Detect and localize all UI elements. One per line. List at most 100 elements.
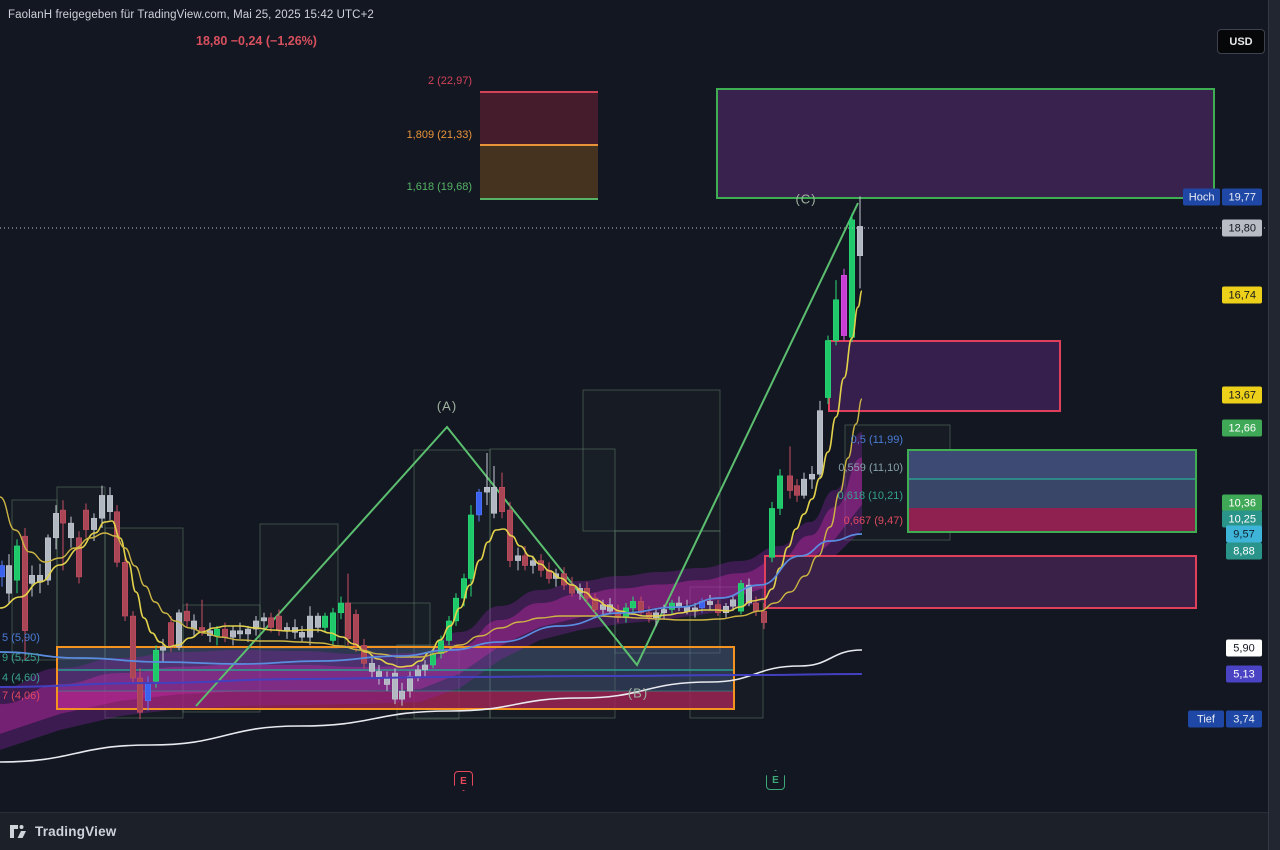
price-axis-label: 5,13 bbox=[1226, 665, 1262, 683]
symbol-quote: 18,80 −0,24 (−1,26%) bbox=[196, 34, 317, 48]
candlestick bbox=[338, 602, 344, 614]
candlestick bbox=[29, 575, 35, 584]
candlestick bbox=[422, 664, 428, 671]
candlestick bbox=[715, 604, 721, 614]
price-axis-label-value: 5,13 bbox=[1226, 665, 1262, 683]
candlestick bbox=[45, 537, 51, 581]
candlestick bbox=[592, 597, 598, 610]
target-box-top[interactable] bbox=[716, 88, 1215, 199]
candlestick bbox=[794, 485, 800, 496]
candlestick bbox=[68, 522, 74, 539]
price-axis-label-value: 10,25 bbox=[1222, 510, 1262, 528]
candlestick bbox=[91, 517, 97, 530]
candlestick bbox=[833, 299, 839, 341]
price-axis-label-value: 5,90 bbox=[1226, 639, 1262, 657]
price-axis-label-prefix: Hoch bbox=[1182, 188, 1221, 206]
htf-candle-box bbox=[614, 530, 721, 654]
candlestick bbox=[761, 610, 767, 623]
candlestick bbox=[723, 606, 729, 614]
candlestick bbox=[176, 612, 182, 648]
candlestick bbox=[809, 473, 815, 480]
tradingview-logo[interactable]: TradingView bbox=[10, 824, 116, 839]
candlestick bbox=[476, 491, 482, 516]
candlestick bbox=[817, 410, 823, 475]
candlestick bbox=[361, 645, 367, 664]
candlestick bbox=[630, 601, 636, 609]
candlestick bbox=[14, 545, 20, 581]
candlestick bbox=[841, 275, 847, 336]
elliott-wave-zigzag[interactable] bbox=[195, 202, 859, 707]
candlestick bbox=[261, 617, 267, 622]
candlestick bbox=[746, 584, 752, 604]
price-axis-label: 10,36 bbox=[1222, 494, 1262, 512]
candlestick bbox=[184, 610, 190, 622]
ma-blue bbox=[0, 533, 863, 665]
price-axis-label-value: 16,74 bbox=[1222, 286, 1262, 304]
candlestick bbox=[268, 617, 274, 628]
price-axis-label: 8,88 bbox=[1226, 542, 1262, 560]
fib-extension-box[interactable] bbox=[480, 92, 598, 145]
candlestick bbox=[307, 615, 313, 638]
candlestick bbox=[484, 486, 490, 493]
price-axis-label: 9,57 bbox=[1226, 525, 1262, 543]
price-axis-label: 12,66 bbox=[1222, 419, 1262, 437]
ema-fast-yellow bbox=[0, 290, 863, 668]
price-axis-label-value: 10,36 bbox=[1222, 494, 1262, 512]
candlestick bbox=[530, 560, 536, 566]
htf-candle-box bbox=[489, 448, 616, 719]
price-axis-label-value: 9,57 bbox=[1226, 525, 1262, 543]
candlestick bbox=[769, 508, 775, 558]
tradingview-logo-text: TradingView bbox=[35, 824, 117, 839]
time-axis-area[interactable] bbox=[0, 812, 1268, 850]
candlestick bbox=[130, 615, 136, 679]
candlestick bbox=[369, 663, 375, 672]
candlestick bbox=[801, 478, 807, 496]
candlestick bbox=[345, 602, 351, 640]
candlestick bbox=[0, 565, 5, 578]
candlestick bbox=[499, 486, 505, 512]
candlestick bbox=[330, 612, 336, 641]
price-axis-label-value: 8,88 bbox=[1226, 542, 1262, 560]
candlestick bbox=[857, 226, 863, 256]
price-axis-scrollbar[interactable] bbox=[1268, 0, 1280, 850]
candlestick bbox=[491, 486, 497, 514]
candlestick bbox=[6, 565, 12, 594]
price-axis-label: 16,74 bbox=[1222, 286, 1262, 304]
price-axis-label: 18,80 bbox=[1222, 219, 1262, 237]
ma-white bbox=[0, 649, 863, 763]
candlestick bbox=[137, 677, 143, 713]
price-axis-label-value: 3,74 bbox=[1226, 710, 1262, 728]
candlestick bbox=[22, 535, 28, 631]
candlestick bbox=[353, 614, 359, 646]
candlestick bbox=[107, 495, 113, 512]
price-axis-label: 10,25 bbox=[1222, 510, 1262, 528]
candlestick bbox=[160, 646, 166, 651]
candlestick bbox=[825, 340, 831, 398]
fib-zone-box-right[interactable] bbox=[908, 450, 1196, 479]
price-axis-label: Tief 3,74 bbox=[1188, 710, 1262, 728]
candlestick bbox=[787, 475, 793, 491]
candlestick bbox=[299, 632, 305, 638]
candlestick bbox=[153, 650, 159, 682]
candlestick bbox=[76, 537, 82, 578]
htf-candle-box bbox=[344, 602, 431, 647]
candlestick bbox=[515, 555, 521, 561]
currency-toggle-button[interactable]: USD bbox=[1217, 29, 1265, 54]
candlestick bbox=[707, 601, 713, 605]
candlestick bbox=[468, 514, 474, 579]
ema-slow-yellow bbox=[0, 398, 863, 658]
fib-zone-box-bottom[interactable] bbox=[56, 646, 735, 710]
candlestick bbox=[53, 513, 59, 539]
candlestick bbox=[638, 601, 644, 614]
candlestick bbox=[60, 509, 66, 524]
candlestick bbox=[122, 561, 128, 617]
candlestick bbox=[245, 628, 251, 635]
candlestick bbox=[83, 509, 89, 530]
support-box-low[interactable] bbox=[764, 555, 1197, 609]
price-axis-label-value: 19,77 bbox=[1222, 188, 1262, 206]
candlestick bbox=[392, 672, 398, 700]
tradingview-logo-icon bbox=[10, 825, 26, 838]
price-axis-label: 13,67 bbox=[1222, 386, 1262, 404]
